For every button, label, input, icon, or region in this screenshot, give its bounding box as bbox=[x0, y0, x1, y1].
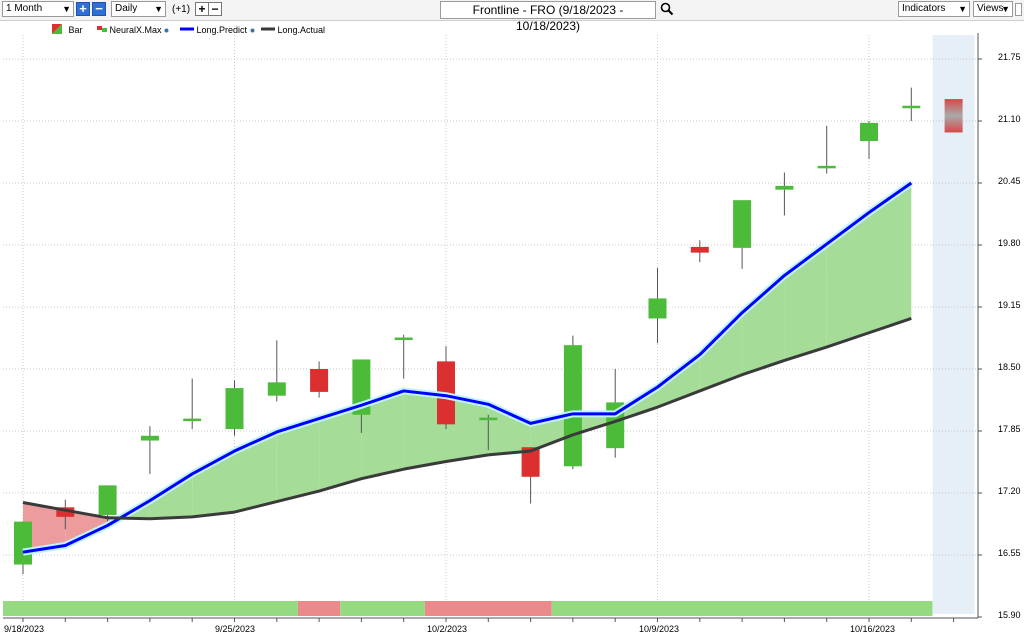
candle-body bbox=[690, 246, 709, 253]
offset-label: (+1) bbox=[172, 4, 191, 15]
spread-fill bbox=[869, 183, 912, 333]
legend-label-predict: Long.Predict bbox=[196, 25, 248, 35]
y-tick-label: 21.10 bbox=[998, 114, 1021, 124]
candle-body bbox=[521, 447, 540, 477]
x-tick-label: 10/2/2023 bbox=[427, 624, 468, 634]
offset-increase-button[interactable]: + bbox=[195, 2, 209, 16]
chevron-down-icon: ▼ bbox=[154, 4, 163, 14]
y-tick-label: 15.90 bbox=[998, 610, 1021, 620]
zoom-out-button[interactable]: − bbox=[92, 2, 106, 16]
x-tick-label: 10/16/2023 bbox=[850, 624, 896, 634]
legend-label-bar: Bar bbox=[68, 25, 83, 35]
legend-label-actual: Long.Actual bbox=[277, 25, 326, 35]
y-tick-label: 18.50 bbox=[998, 362, 1021, 372]
legend-actual: Long.Actual bbox=[261, 24, 325, 36]
neuralx-strip bbox=[297, 601, 341, 616]
chevron-down-icon: ▼ bbox=[958, 4, 967, 14]
spread-fill bbox=[192, 451, 235, 517]
spread-fill bbox=[276, 418, 320, 502]
candle-body bbox=[267, 382, 286, 396]
chevron-down-icon: ▼ bbox=[62, 4, 71, 14]
y-tick-label: 17.20 bbox=[998, 486, 1021, 496]
predict-line bbox=[22, 181, 913, 554]
y-tick-label: 17.85 bbox=[998, 424, 1021, 434]
scroll-handle[interactable] bbox=[1015, 3, 1022, 16]
candle-body bbox=[98, 485, 117, 515]
candle-body bbox=[563, 345, 582, 467]
interval-label: Daily bbox=[115, 3, 138, 14]
spread-fill bbox=[572, 413, 616, 435]
candle-body bbox=[14, 521, 32, 565]
candle-body bbox=[310, 369, 329, 392]
spread-fill bbox=[742, 275, 785, 375]
candle-body bbox=[225, 388, 244, 430]
candle-body bbox=[140, 435, 159, 441]
legend-bar: Bar bbox=[52, 24, 83, 36]
x-tick-label: 9/25/2023 bbox=[215, 624, 256, 634]
spread-fill bbox=[826, 212, 869, 348]
legend-label-neuralx: NeuralX.Max bbox=[109, 25, 162, 35]
bar-legend-icon bbox=[52, 24, 62, 34]
indicators-label: Indicators bbox=[902, 3, 946, 14]
y-tick-label: 19.80 bbox=[998, 238, 1021, 248]
candle-body bbox=[733, 200, 752, 248]
period-label: 1 Month bbox=[6, 3, 43, 14]
candle-body bbox=[394, 337, 413, 341]
y-tick-label: 19.15 bbox=[998, 300, 1021, 310]
candle-body bbox=[775, 185, 794, 190]
chevron-down-icon: ▼ bbox=[1001, 4, 1010, 14]
neuralx-strip bbox=[424, 601, 552, 616]
y-tick-label: 21.75 bbox=[998, 52, 1021, 62]
spread-fill bbox=[784, 244, 827, 361]
y-tick-label: 16.55 bbox=[998, 548, 1021, 558]
spread-fill bbox=[403, 390, 446, 470]
spread-fill bbox=[488, 404, 531, 455]
interval-select[interactable]: Daily ▼ bbox=[111, 1, 166, 17]
views-select[interactable]: Views ▼ bbox=[973, 1, 1013, 17]
dot-icon bbox=[250, 28, 255, 33]
spread-fill bbox=[23, 502, 66, 553]
legend-neuralx: NeuralX.Max bbox=[97, 24, 169, 36]
zoom-in-button[interactable]: + bbox=[76, 2, 90, 16]
legend-predict: Long.Predict bbox=[180, 24, 255, 36]
spread-fill bbox=[446, 395, 489, 462]
candle-body bbox=[902, 105, 921, 109]
neuralx-strip bbox=[340, 601, 425, 616]
spread-fill bbox=[149, 473, 193, 519]
spread-fill bbox=[234, 431, 277, 513]
neuralx-strip bbox=[551, 601, 933, 616]
period-select[interactable]: 1 Month ▼ bbox=[2, 1, 74, 17]
x-tick-label: 9/18/2023 bbox=[4, 624, 45, 634]
views-label: Views bbox=[977, 3, 1004, 14]
dot-icon bbox=[164, 28, 169, 33]
candle-body bbox=[56, 507, 75, 517]
actual-legend-icon bbox=[261, 27, 275, 31]
candle-body bbox=[183, 418, 202, 422]
neuralx-legend-icon bbox=[97, 26, 107, 32]
spread-fill bbox=[361, 390, 404, 479]
candle-body bbox=[479, 417, 498, 421]
search-icon[interactable] bbox=[660, 2, 674, 19]
spread-fill bbox=[319, 405, 362, 492]
indicators-select[interactable]: Indicators ▼ bbox=[898, 1, 970, 17]
predict-legend-icon bbox=[180, 27, 194, 31]
neuralx-strip bbox=[3, 601, 298, 616]
x-tick-label: 10/9/2023 bbox=[639, 624, 680, 634]
offset-decrease-button[interactable]: − bbox=[208, 2, 222, 16]
spread-fill bbox=[699, 312, 743, 391]
toolbar: 1 Month ▼ + − Daily ▼ (+1) + − Frontline… bbox=[0, 0, 1024, 33]
y-tick-label: 20.45 bbox=[998, 176, 1021, 186]
forecast-bar bbox=[944, 99, 963, 133]
candle-body bbox=[817, 165, 836, 169]
candle-body bbox=[860, 122, 878, 142]
actual-line bbox=[22, 317, 912, 521]
chart-title: Frontline - FRO (9/18/2023 - 10/18/2023) bbox=[440, 1, 656, 33]
candle-body bbox=[648, 298, 667, 319]
